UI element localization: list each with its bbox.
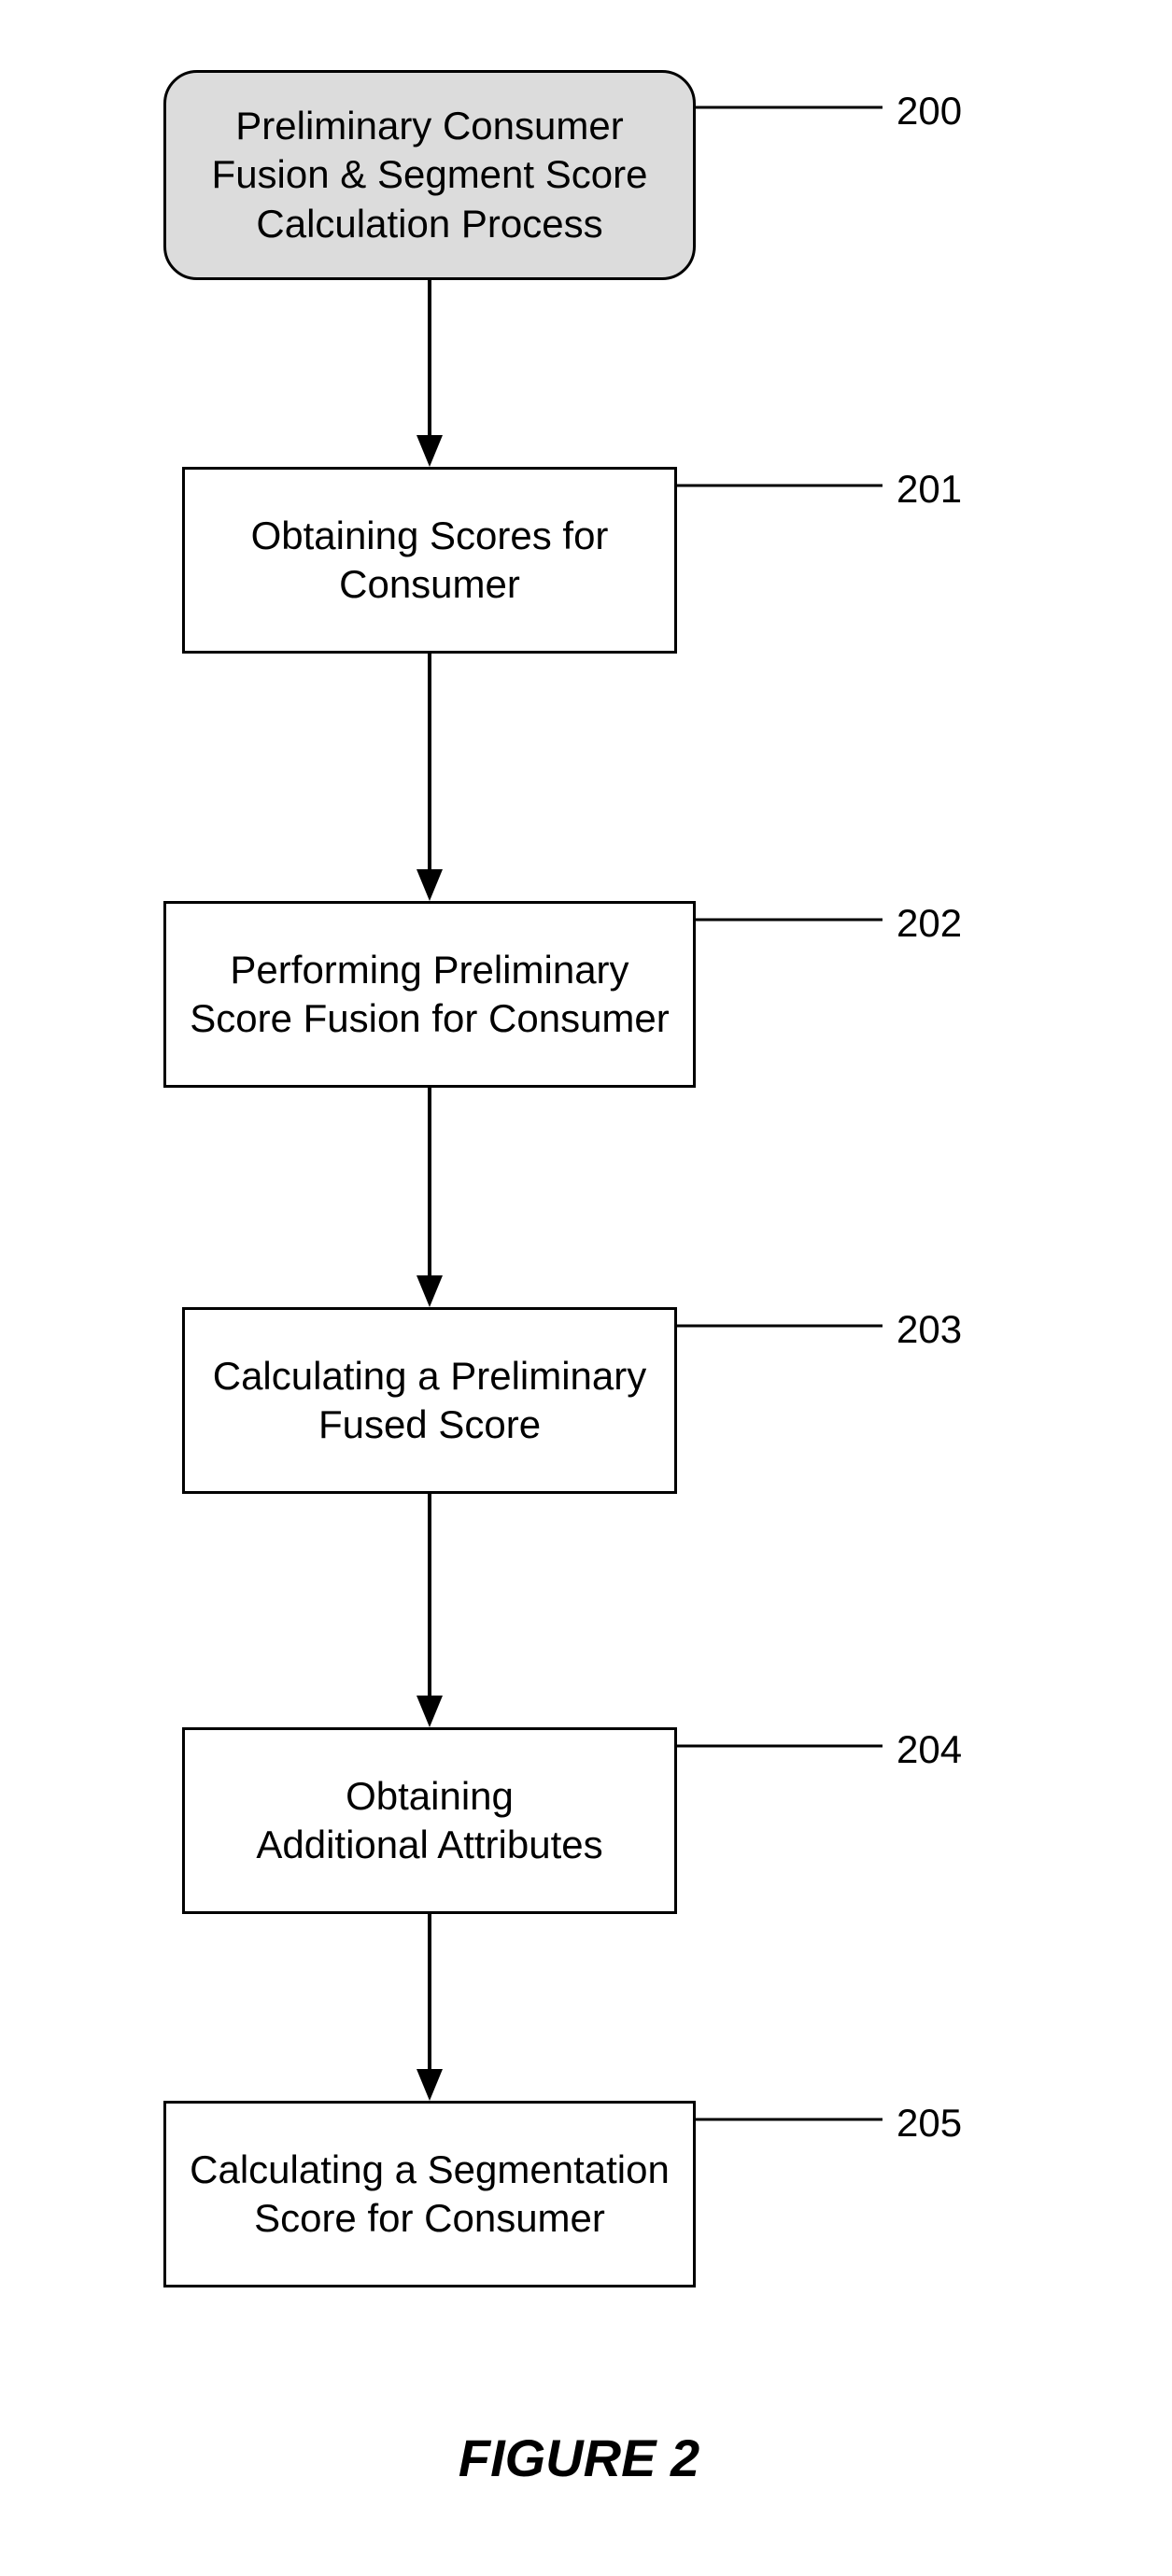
flow-node-n202: Performing Preliminary Score Fusion for … bbox=[163, 901, 696, 1088]
flow-node-text: Calculating a Segmentation Score for Con… bbox=[190, 2146, 670, 2244]
flow-node-n200: Preliminary Consumer Fusion & Segment Sc… bbox=[163, 70, 696, 280]
flow-node-text: Preliminary Consumer Fusion & Segment Sc… bbox=[212, 102, 648, 249]
callout-label-n202: 202 bbox=[897, 901, 962, 946]
diagram-canvas: Preliminary Consumer Fusion & Segment Sc… bbox=[0, 0, 1172, 2576]
flow-node-text: Performing Preliminary Score Fusion for … bbox=[190, 946, 670, 1044]
flow-node-text: Obtaining Scores for Consumer bbox=[251, 512, 609, 610]
flow-node-n204: Obtaining Additional Attributes bbox=[182, 1727, 677, 1914]
arrow-head bbox=[417, 1696, 443, 1727]
figure-caption: FIGURE 2 bbox=[346, 2428, 812, 2488]
flow-node-n205: Calculating a Segmentation Score for Con… bbox=[163, 2101, 696, 2287]
callout-label-n200: 200 bbox=[897, 89, 962, 134]
arrow-head bbox=[417, 1275, 443, 1307]
arrow-head bbox=[417, 2069, 443, 2101]
flow-node-text: Calculating a Preliminary Fused Score bbox=[213, 1352, 647, 1450]
arrow-head bbox=[417, 869, 443, 901]
arrow-head bbox=[417, 435, 443, 467]
callout-label-n201: 201 bbox=[897, 467, 962, 512]
callout-label-n204: 204 bbox=[897, 1727, 962, 1772]
flow-node-n201: Obtaining Scores for Consumer bbox=[182, 467, 677, 654]
callout-label-n205: 205 bbox=[897, 2101, 962, 2146]
flow-node-text: Obtaining Additional Attributes bbox=[256, 1772, 602, 1870]
flow-node-n203: Calculating a Preliminary Fused Score bbox=[182, 1307, 677, 1494]
callout-label-n203: 203 bbox=[897, 1307, 962, 1352]
